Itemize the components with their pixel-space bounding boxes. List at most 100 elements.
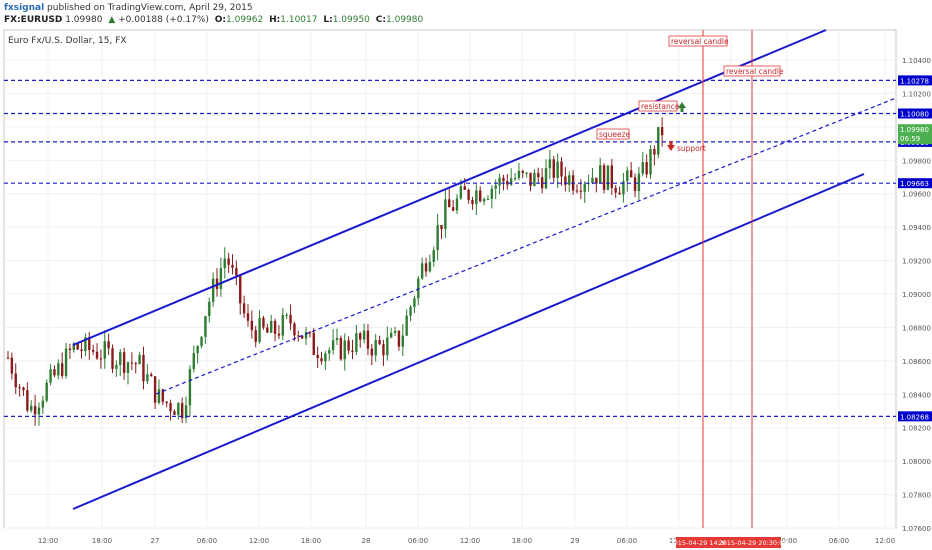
candle-body <box>595 177 598 184</box>
candle-body <box>637 173 641 192</box>
candle-body <box>413 298 416 307</box>
candle-body <box>517 170 521 178</box>
candle-body <box>359 333 362 340</box>
y-tick-label: 1.09600 <box>902 191 931 199</box>
y-tick-label: 1.08800 <box>902 324 931 332</box>
candle-body <box>544 168 548 189</box>
candle-body <box>76 343 79 350</box>
candle-body <box>250 320 254 331</box>
change-value: +0.00188 (+0.17%) <box>118 15 209 25</box>
grid <box>3 29 897 529</box>
candle-body <box>622 181 625 195</box>
candle-body <box>451 207 455 211</box>
candle-body <box>173 411 176 415</box>
candle-body <box>378 340 381 345</box>
candle-body <box>583 184 586 192</box>
candle-body <box>153 376 157 403</box>
y-tick-label: 1.08000 <box>902 458 931 466</box>
candle-body <box>266 327 269 333</box>
level-price-label: 1.10278 <box>900 77 929 85</box>
candle-body <box>64 348 68 376</box>
candle-body <box>138 354 141 365</box>
close-label: C: <box>375 15 386 25</box>
symbol-label[interactable]: FX:EURUSD <box>4 15 63 25</box>
annotation-label: resistance <box>641 102 680 111</box>
candle-body <box>575 190 579 192</box>
candle-body <box>258 317 261 342</box>
candle-body <box>401 335 404 347</box>
high-label: H: <box>269 15 281 25</box>
x-tick-label: 12:00 <box>38 537 58 545</box>
candle-body <box>270 320 273 333</box>
candle-body <box>80 349 83 352</box>
candle-body <box>428 261 432 272</box>
close-value: 1.09980 <box>386 15 424 25</box>
candle-body <box>660 127 664 136</box>
candles <box>6 117 664 426</box>
candle-body <box>192 353 195 370</box>
annotation-label: reversal candle <box>726 67 784 76</box>
x-tick-label: 06:00 <box>829 537 849 545</box>
author-name[interactable]: fxsignal <box>4 3 45 13</box>
candle-body <box>262 317 265 328</box>
time-marker-tag <box>676 537 732 548</box>
candle-body <box>211 278 215 302</box>
candle-body <box>482 199 486 202</box>
x-tick-label: 27 <box>151 537 160 545</box>
candle-body <box>564 176 567 185</box>
candle-body <box>91 350 95 352</box>
y-tick-label: 1.07800 <box>902 492 931 500</box>
level-price-tag <box>898 108 932 119</box>
down-arrow-icon-stem <box>669 141 673 145</box>
plot-area <box>3 29 897 529</box>
candle-body <box>26 390 29 411</box>
candle-body <box>498 177 501 186</box>
candle-body <box>293 323 296 336</box>
candle-body <box>45 382 48 401</box>
candle-body <box>591 177 594 184</box>
candle-body <box>177 403 180 415</box>
published-text: published on TradingView.com, April 29, … <box>47 3 253 13</box>
x-tick-label: 00:00 <box>777 537 797 545</box>
candle-body <box>30 405 33 411</box>
low-label: L: <box>323 15 333 25</box>
candle-body <box>529 172 532 187</box>
candle-body <box>196 346 199 354</box>
last-price-tag <box>898 124 932 145</box>
candle-body <box>509 178 513 185</box>
x-tick-label: 06:00 <box>617 537 637 545</box>
down-arrow-icon <box>667 145 675 151</box>
candle-body <box>440 225 443 230</box>
candle-body <box>568 175 571 185</box>
candle-body <box>459 186 463 199</box>
candle-body <box>68 348 72 351</box>
up-arrow-icon-stem <box>680 108 684 112</box>
candle-body <box>18 387 21 389</box>
candle-body <box>285 314 288 316</box>
x-tick-label: 29 <box>571 537 580 545</box>
last-price: 1.09980 <box>65 15 103 25</box>
annotation-label: squeeze <box>599 130 631 139</box>
candle-body <box>479 190 482 202</box>
candle-body <box>362 330 366 340</box>
candle-body <box>103 341 106 359</box>
change-arrow-icon: ▲ <box>108 15 116 25</box>
candle-body <box>645 162 648 175</box>
x-tick-label: 28 <box>362 537 371 545</box>
y-tick-label: 1.10400 <box>902 57 931 65</box>
candle-body <box>347 340 350 351</box>
y-tick-label: 1.10200 <box>902 90 931 98</box>
candle-body <box>389 332 393 338</box>
level-price-tag <box>898 178 932 189</box>
level-price-label: 1.10080 <box>900 110 929 118</box>
annotation-label: support <box>677 144 706 153</box>
channel-upper-line <box>72 29 827 346</box>
candle-body <box>188 369 192 406</box>
annotation-box <box>668 35 728 47</box>
candle-body <box>641 162 644 174</box>
candle-body <box>599 165 602 184</box>
candle-body <box>386 337 389 356</box>
chart-header: fxsignal published on TradingView.com, A… <box>0 0 932 32</box>
